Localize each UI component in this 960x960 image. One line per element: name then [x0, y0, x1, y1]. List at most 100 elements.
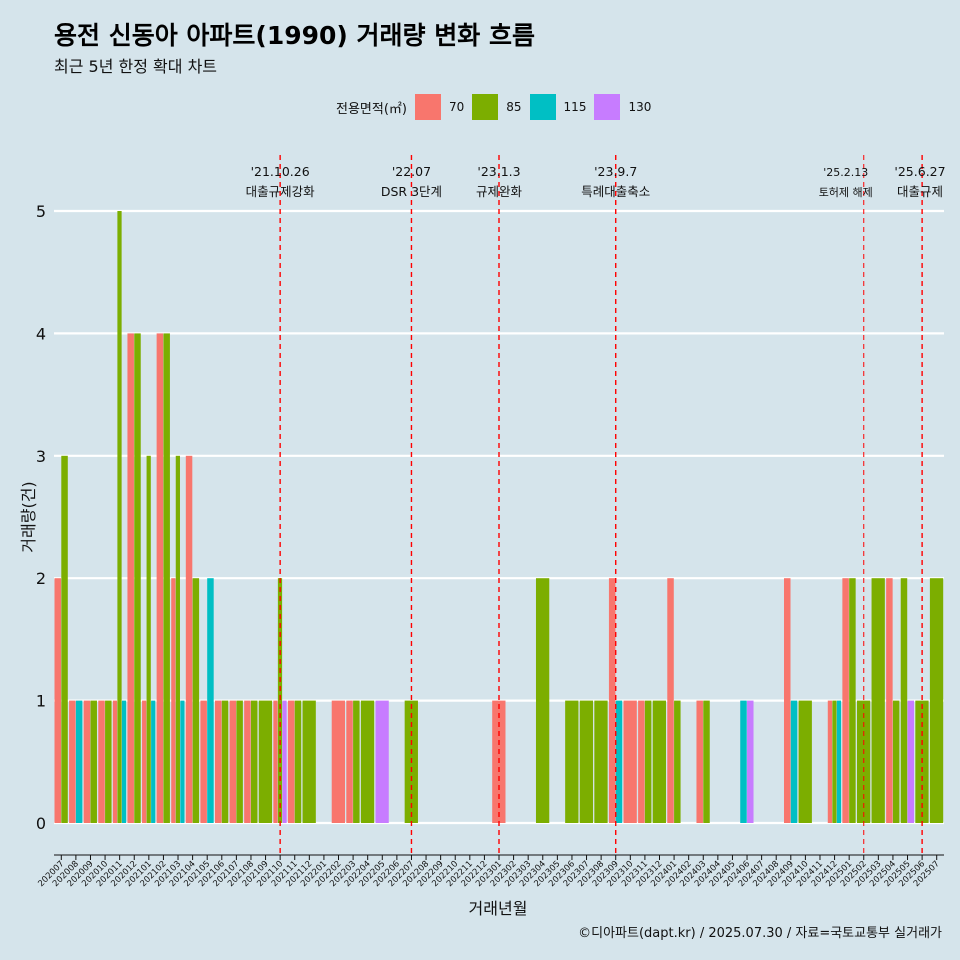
event-date: '23.1.3	[477, 164, 520, 179]
bar-202103-85	[175, 455, 180, 823]
bar-202009-85	[90, 700, 97, 823]
bar-202406-115	[740, 700, 747, 823]
bar-202106-85	[221, 700, 229, 823]
legend-swatch-85	[472, 94, 499, 120]
legend-swatch-130	[594, 94, 621, 120]
bar-202204-85	[360, 700, 375, 823]
legend: 전용면적(㎡) 70 85 115 130	[336, 93, 659, 121]
bar-202304-85	[535, 578, 550, 823]
event-date: '22.07	[392, 164, 431, 179]
bar-202101-115	[151, 700, 156, 823]
bar-202007-70	[54, 578, 61, 823]
y-tick-label: 0	[36, 814, 46, 833]
bar-202505-130	[907, 700, 915, 823]
bar-202102-70	[156, 333, 164, 823]
bar-202107-70	[229, 700, 237, 823]
bar-202309-115	[615, 700, 623, 823]
bar-202205-130	[375, 700, 389, 823]
bar-202012-85	[134, 333, 141, 823]
bar-202012-70	[127, 333, 134, 823]
bar-202108-85	[250, 700, 258, 823]
event-date: '25.6.27	[894, 164, 945, 179]
bar-202104-85	[192, 578, 200, 823]
legend-label-115: 115	[563, 100, 587, 114]
bar-202310-70	[623, 700, 637, 823]
chart-subtitle: 최근 5년 한정 확대 차트	[54, 57, 218, 76]
bar-202311-85	[644, 700, 652, 823]
bar-202103-70	[171, 578, 176, 823]
bar-202010-70	[98, 700, 105, 823]
bar-202504-70	[886, 578, 893, 823]
bar-202111-70	[287, 700, 295, 823]
chart-title: 용전 신동아 아파트(1990) 거래량 변화 흐름	[54, 21, 535, 50]
bar-202203-70	[346, 700, 353, 823]
bar-202308-85	[594, 700, 608, 823]
bar-202106-70	[214, 700, 222, 823]
bar-202008-115	[75, 700, 83, 823]
bar-202406-130	[747, 700, 754, 823]
bar-202009-70	[83, 700, 91, 823]
legend-title: 전용면적(㎡)	[336, 101, 407, 117]
event-label: 특례대출축소	[581, 184, 650, 199]
legend-label-130: 130	[628, 100, 652, 114]
event-label: DSR 3단계	[381, 184, 442, 199]
y-axis: 0 1 2 3 4 5	[36, 202, 46, 833]
bar-202412-115	[836, 700, 842, 823]
y-tick-label: 1	[36, 692, 46, 711]
x-axis-label: 거래년월	[469, 899, 528, 918]
bar-202403-70	[696, 700, 703, 823]
bars	[54, 211, 944, 823]
bar-202202-70	[331, 700, 346, 823]
legend-item-70: 70	[414, 94, 465, 120]
bar-202501-85	[849, 578, 856, 823]
bar-202311-70	[638, 700, 645, 823]
x-axis: 2020072020082020092020102020112020122021…	[36, 854, 944, 889]
bar-202104-70	[185, 455, 193, 823]
source-caption: ©디아파트(dapt.kr) / 2025.07.30 / 자료=국토교통부 실…	[578, 926, 942, 941]
legend-swatch-115	[529, 94, 556, 120]
bar-202409-70	[784, 578, 791, 823]
bar-202008-70	[69, 700, 76, 823]
bar-202107-85	[236, 700, 243, 823]
bar-202011-85	[117, 211, 122, 823]
event-annotations: '21.10.26 대출규제강화 '22.07 DSR 3단계 '23.1.3 규제완화 '…	[246, 164, 946, 199]
bar-202102-85	[163, 333, 170, 823]
bar-202105-115	[207, 578, 214, 823]
event-label: 대출규제	[897, 184, 943, 199]
bar-202501-70	[842, 578, 849, 823]
event-date: '23.9.7	[594, 164, 637, 179]
bar-202412-70	[827, 700, 833, 823]
event-label: 토허제 해제	[819, 185, 873, 199]
bar-202007-85	[61, 455, 68, 823]
bar-202307-85	[579, 700, 594, 823]
bar-202010-85	[105, 700, 112, 823]
bar-202309-70	[608, 578, 616, 823]
legend-label-85: 85	[506, 100, 522, 114]
event-date: '25.2.13	[823, 166, 868, 179]
bar-202503-85	[871, 578, 885, 823]
bar-202401-70	[667, 578, 674, 823]
legend-item-85: 85	[472, 94, 522, 120]
legend-item-115: 115	[529, 94, 587, 120]
y-tick-label: 5	[36, 202, 46, 221]
bar-202101-70	[142, 700, 147, 823]
bar-202108-70	[244, 700, 251, 823]
bar-202011-115	[121, 700, 127, 823]
bar-202306-85	[565, 700, 579, 823]
bar-202403-85	[703, 700, 710, 823]
legend-label-70: 70	[448, 100, 465, 114]
bar-202504-85	[892, 700, 900, 823]
bar-202203-85	[353, 700, 360, 823]
legend-swatch-70	[414, 94, 441, 120]
bar-202505-85	[900, 578, 908, 823]
event-label: 규제완화	[476, 184, 523, 199]
bar-202401-85	[674, 700, 681, 823]
bar-202110-130	[282, 700, 287, 823]
bar-202109-85	[258, 700, 273, 823]
y-tick-label: 3	[36, 447, 46, 466]
bar-202412-85	[832, 700, 837, 823]
bar-202410-85	[798, 700, 812, 823]
event-label: 대출규제강화	[246, 184, 316, 199]
bar-202103-115	[180, 700, 185, 823]
